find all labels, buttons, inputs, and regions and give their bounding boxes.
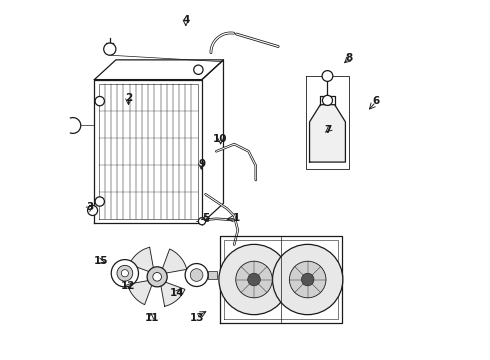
Circle shape: [322, 71, 333, 81]
Circle shape: [194, 65, 203, 75]
Circle shape: [104, 43, 116, 55]
Circle shape: [198, 218, 205, 225]
Text: 1: 1: [232, 213, 240, 222]
Text: 4: 4: [182, 15, 190, 26]
Circle shape: [122, 270, 128, 277]
Circle shape: [290, 261, 326, 298]
Text: 7: 7: [324, 125, 331, 135]
Text: 8: 8: [345, 53, 353, 63]
Polygon shape: [160, 281, 185, 306]
Circle shape: [185, 264, 208, 287]
Circle shape: [95, 96, 104, 106]
Text: 6: 6: [372, 96, 380, 106]
Circle shape: [111, 260, 139, 287]
Circle shape: [153, 273, 161, 281]
Polygon shape: [129, 247, 154, 273]
Text: 12: 12: [121, 281, 136, 291]
Polygon shape: [310, 105, 345, 162]
Circle shape: [236, 261, 272, 298]
Circle shape: [147, 267, 167, 287]
Circle shape: [95, 197, 104, 206]
Circle shape: [301, 273, 314, 286]
Circle shape: [88, 206, 98, 216]
Circle shape: [272, 244, 343, 315]
Text: 10: 10: [213, 134, 227, 144]
Circle shape: [219, 244, 289, 315]
Circle shape: [322, 95, 333, 105]
Text: 15: 15: [94, 256, 109, 266]
Text: 2: 2: [125, 93, 132, 103]
Text: 5: 5: [202, 213, 209, 222]
Polygon shape: [161, 249, 187, 274]
Circle shape: [248, 273, 260, 286]
Circle shape: [117, 265, 133, 281]
Bar: [208, 271, 217, 279]
Text: 13: 13: [189, 313, 204, 323]
Text: 9: 9: [198, 159, 205, 169]
Polygon shape: [127, 280, 153, 305]
Text: 11: 11: [145, 313, 159, 323]
Text: 14: 14: [170, 288, 184, 298]
Circle shape: [190, 269, 203, 282]
Text: 3: 3: [86, 202, 94, 212]
